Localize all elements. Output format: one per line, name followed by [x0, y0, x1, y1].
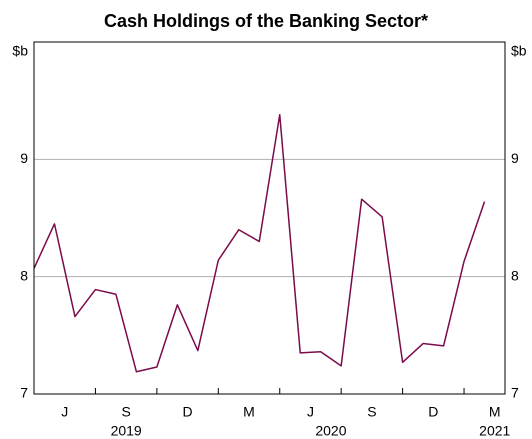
y-tick-label: 7 [20, 385, 28, 401]
plot-frame [33, 41, 506, 395]
year-label: 2019 [111, 423, 142, 439]
y-tick-label: 8 [20, 267, 28, 283]
x-tick-label: J [61, 404, 68, 420]
x-tick-label: M [243, 404, 255, 420]
x-tick-label: M [489, 404, 501, 420]
x-tick-label: D [428, 404, 438, 420]
x-tick-label: S [367, 404, 376, 420]
x-tick-label: J [307, 404, 314, 420]
y-tick-label: 9 [20, 150, 28, 166]
line-series [33, 114, 486, 373]
y-tick-label-right: 8 [511, 267, 519, 283]
year-label: 2020 [315, 423, 346, 439]
y-tick-label-right: 7 [511, 385, 519, 401]
y-unit-left: $b [12, 43, 28, 59]
y-unit-right: $b [511, 43, 527, 59]
y-tick-label-right: 9 [511, 150, 519, 166]
x-tick-label: D [183, 404, 193, 420]
x-tick-label: S [121, 404, 130, 420]
chart-title: Cash Holdings of the Banking Sector* [104, 11, 428, 31]
year-label: 2021 [479, 423, 510, 439]
